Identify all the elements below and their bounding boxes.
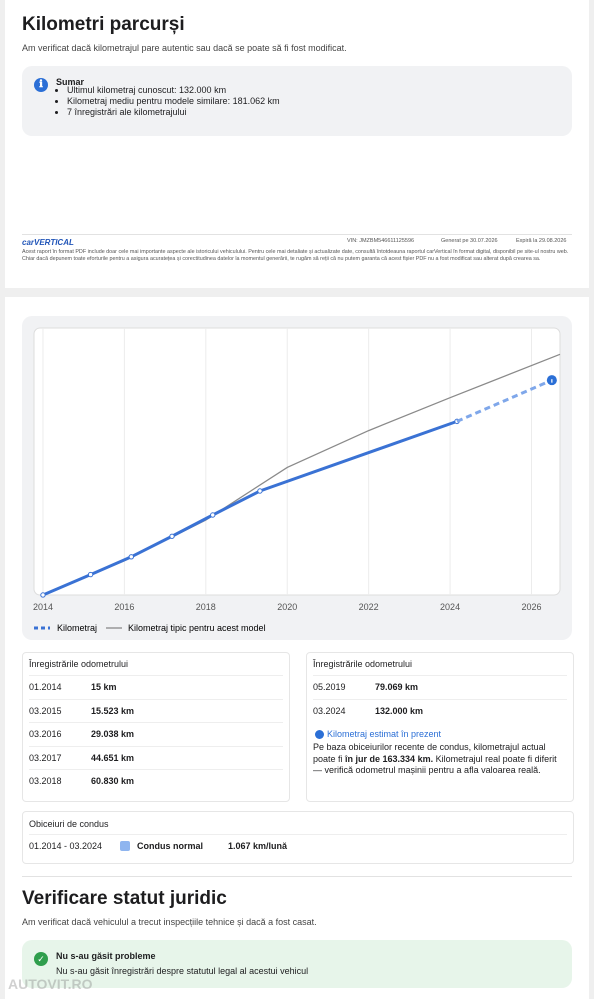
habit-swatch — [120, 841, 130, 851]
km: 79.069 km — [375, 682, 419, 692]
info-icon: ℹ — [34, 78, 48, 92]
records-heading: Înregistrările odometrului — [313, 659, 413, 669]
title: Kilometri parcurși — [22, 14, 185, 35]
card — [5, 0, 589, 288]
date: 05.2019 — [313, 682, 346, 692]
km: 15 km — [91, 682, 117, 692]
text: Pe baza obiceiurilor recente de condus, … — [313, 742, 546, 764]
records-heading: Înregistrările odometrului — [29, 659, 129, 669]
date: 03.2024 — [313, 706, 346, 716]
watermark: AUTOVIT.RO — [8, 976, 93, 992]
status-box — [22, 940, 572, 988]
record-row: 05.2019 79.069 km — [313, 675, 567, 699]
date: 01.2014 — [29, 682, 62, 692]
record-row: 03.2016 29.038 km — [29, 722, 283, 746]
date: 03.2015 — [29, 706, 62, 716]
summary-item: Kilometraj mediu pentru modele similare:… — [67, 96, 280, 107]
summary-item: 7 înregistrări ale kilometrajului — [67, 107, 280, 118]
expires: Expiră la 29.08.2026 — [516, 238, 567, 244]
records-left: Înregistrările odometrului 01.2014 15 km … — [22, 652, 290, 802]
habits-heading: Obiceiuri de condus — [29, 819, 109, 829]
summary-heading: Sumar — [56, 77, 85, 87]
divider — [22, 876, 572, 877]
generated: Generat pe 30.07.2026 — [441, 238, 498, 244]
km: 44.651 km — [91, 753, 135, 763]
date: 03.2017 — [29, 753, 62, 763]
record-row: 03.2017 44.651 km — [29, 746, 283, 770]
text-bold: în jur de 163.334 km. — [345, 753, 434, 764]
period: 01.2014 - 03.2024 — [29, 841, 103, 851]
estimate-text: Pe baza obiceiurilor recente de condus, … — [313, 742, 563, 777]
habit-row: 01.2014 - 03.2024 Condus normal 1.067 km… — [29, 834, 567, 858]
summary-box — [22, 66, 572, 136]
date: 03.2016 — [29, 729, 62, 739]
title: Verificare statut juridic — [22, 888, 227, 909]
status-text: Nu s-au găsit înregistrări despre statut… — [56, 966, 309, 976]
km: 29.038 km — [91, 729, 135, 739]
record-row: 03.2024 132.000 km — [313, 699, 567, 723]
habits-box: Obiceiuri de condus 01.2014 - 03.2024 Co… — [22, 811, 574, 864]
logo: carVERTICAL — [22, 238, 74, 247]
records-right: Înregistrările odometrului 05.2019 79.069… — [306, 652, 574, 802]
subtitle: Am verificat dacă kilometrajul pare aute… — [22, 43, 347, 53]
km: 60.830 km — [91, 776, 135, 786]
date: 03.2018 — [29, 776, 62, 786]
summary-item: Ultimul kilometraj cunoscut: 132.000 km — [67, 85, 280, 96]
habit-label: Condus normal — [137, 841, 204, 851]
summary-list: Ultimul kilometraj cunoscut: 132.000 km … — [50, 85, 280, 118]
habit-rate: 1.067 km/lună — [228, 841, 288, 851]
subtitle: Am verificat dacă vehiculul a trecut ins… — [22, 917, 317, 927]
chart-box — [22, 316, 572, 640]
info-icon — [315, 730, 324, 739]
vin: VIN: JMZBM546611125596 — [347, 238, 415, 244]
check-icon: ✓ — [34, 952, 48, 966]
km: 15.523 km — [91, 706, 135, 716]
disclaimer: Acest raport în format PDF include doar … — [22, 249, 569, 262]
estimate-title: Kilometraj estimat în prezent — [327, 729, 442, 739]
km: 132.000 km — [375, 706, 424, 716]
text: Kilometrajul real poate fi diferit — ver… — [313, 753, 557, 776]
status-title: Nu s-au găsit probleme — [56, 951, 156, 961]
divider — [22, 234, 572, 235]
record-row: 03.2018 60.830 km — [29, 769, 283, 793]
record-row: 03.2015 15.523 km — [29, 699, 283, 723]
record-row: 01.2014 15 km — [29, 675, 283, 699]
